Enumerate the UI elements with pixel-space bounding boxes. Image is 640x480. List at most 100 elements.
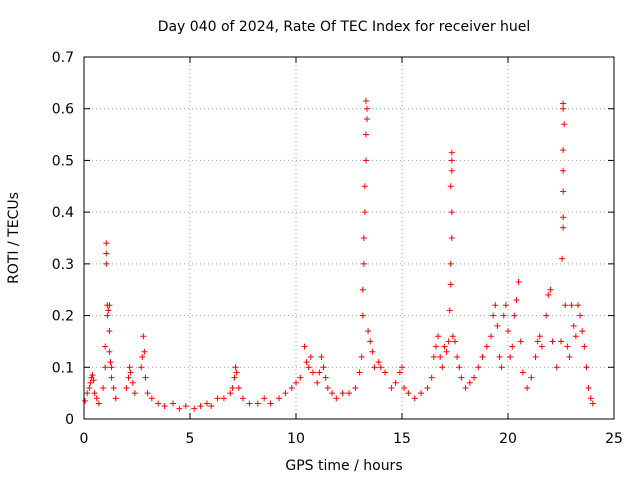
data-point: [513, 297, 520, 304]
data-point: [560, 188, 567, 195]
data-point: [448, 167, 455, 174]
data-point: [449, 333, 456, 340]
data-point: [282, 390, 289, 397]
data-point: [214, 395, 221, 402]
data-point: [129, 379, 136, 386]
data-point: [577, 312, 584, 319]
data-point: [123, 384, 130, 391]
data-point: [564, 343, 571, 350]
data-point: [170, 400, 177, 407]
data-point: [95, 400, 102, 407]
data-point: [371, 364, 378, 371]
data-point: [492, 302, 499, 309]
data-point: [126, 364, 133, 371]
data-point: [125, 374, 132, 381]
data-point: [176, 405, 183, 412]
data-point: [528, 374, 535, 381]
data-point: [428, 374, 435, 381]
data-point: [505, 328, 511, 335]
data-point: [139, 353, 146, 360]
data-point: [104, 312, 111, 319]
data-point: [445, 338, 452, 345]
data-point: [293, 379, 299, 386]
y-tick-label: 0.6: [52, 102, 74, 118]
data-point: [359, 312, 366, 319]
data-point: [369, 348, 376, 355]
data-point: [141, 348, 148, 355]
data-point: [208, 403, 215, 410]
data-point: [301, 343, 308, 350]
data-point: [148, 395, 155, 402]
data-point: [233, 369, 240, 376]
data-point: [560, 147, 567, 154]
data-point: [511, 312, 518, 319]
data-point: [155, 400, 162, 407]
y-tick-label: 0.1: [52, 360, 74, 376]
x-tick-label: 25: [605, 431, 623, 447]
data-point: [161, 403, 168, 410]
data-point: [424, 384, 431, 391]
data-point: [235, 384, 242, 391]
data-point: [562, 302, 569, 309]
data-point: [560, 100, 567, 107]
data-point: [401, 384, 408, 391]
data-point: [568, 302, 575, 309]
data-point: [329, 390, 336, 397]
data-point: [448, 149, 455, 156]
x-tick-label: 10: [287, 431, 305, 447]
x-tick-label: 5: [186, 431, 195, 447]
data-point: [479, 353, 486, 360]
data-point: [93, 395, 100, 402]
data-point: [220, 395, 227, 402]
data-point: [110, 384, 117, 391]
data-point: [483, 343, 490, 350]
data-point: [560, 214, 567, 221]
data-point: [322, 374, 329, 381]
data-point: [314, 379, 321, 386]
data-point: [333, 395, 340, 402]
data-point: [553, 364, 560, 371]
data-point: [475, 364, 482, 371]
data-point: [288, 384, 295, 391]
data-point: [112, 395, 119, 402]
data-point: [382, 369, 389, 376]
data-point: [103, 250, 110, 257]
data-point: [358, 353, 365, 360]
data-point: [439, 364, 446, 371]
data-point: [361, 209, 368, 216]
data-point: [100, 384, 107, 391]
data-point: [102, 364, 109, 371]
data-point: [549, 338, 556, 345]
data-point: [532, 353, 539, 360]
data-point: [360, 260, 367, 267]
data-point: [227, 390, 234, 397]
data-point: [367, 338, 374, 345]
data-point: [490, 312, 497, 319]
data-point: [106, 302, 113, 309]
data-point: [307, 353, 314, 360]
data-point: [498, 364, 505, 371]
data-point: [365, 328, 372, 335]
data-point: [362, 157, 369, 164]
data-point: [361, 183, 368, 190]
data-point: [86, 384, 93, 391]
data-point: [84, 390, 91, 397]
data-point: [203, 400, 210, 407]
data-point: [399, 364, 405, 371]
data-point: [144, 390, 151, 397]
data-point: [276, 395, 283, 402]
data-point: [581, 343, 588, 350]
data-point: [466, 379, 473, 386]
data-point: [191, 405, 198, 412]
y-tick-label: 0: [65, 412, 74, 428]
data-point: [572, 333, 579, 340]
data-point: [229, 384, 236, 391]
data-point: [560, 105, 567, 112]
data-point: [303, 359, 310, 366]
y-tick-label: 0.2: [52, 309, 74, 325]
grid-lines: [84, 57, 614, 419]
data-point: [360, 235, 367, 241]
data-point: [324, 384, 331, 391]
x-tick-label: 0: [80, 431, 89, 447]
